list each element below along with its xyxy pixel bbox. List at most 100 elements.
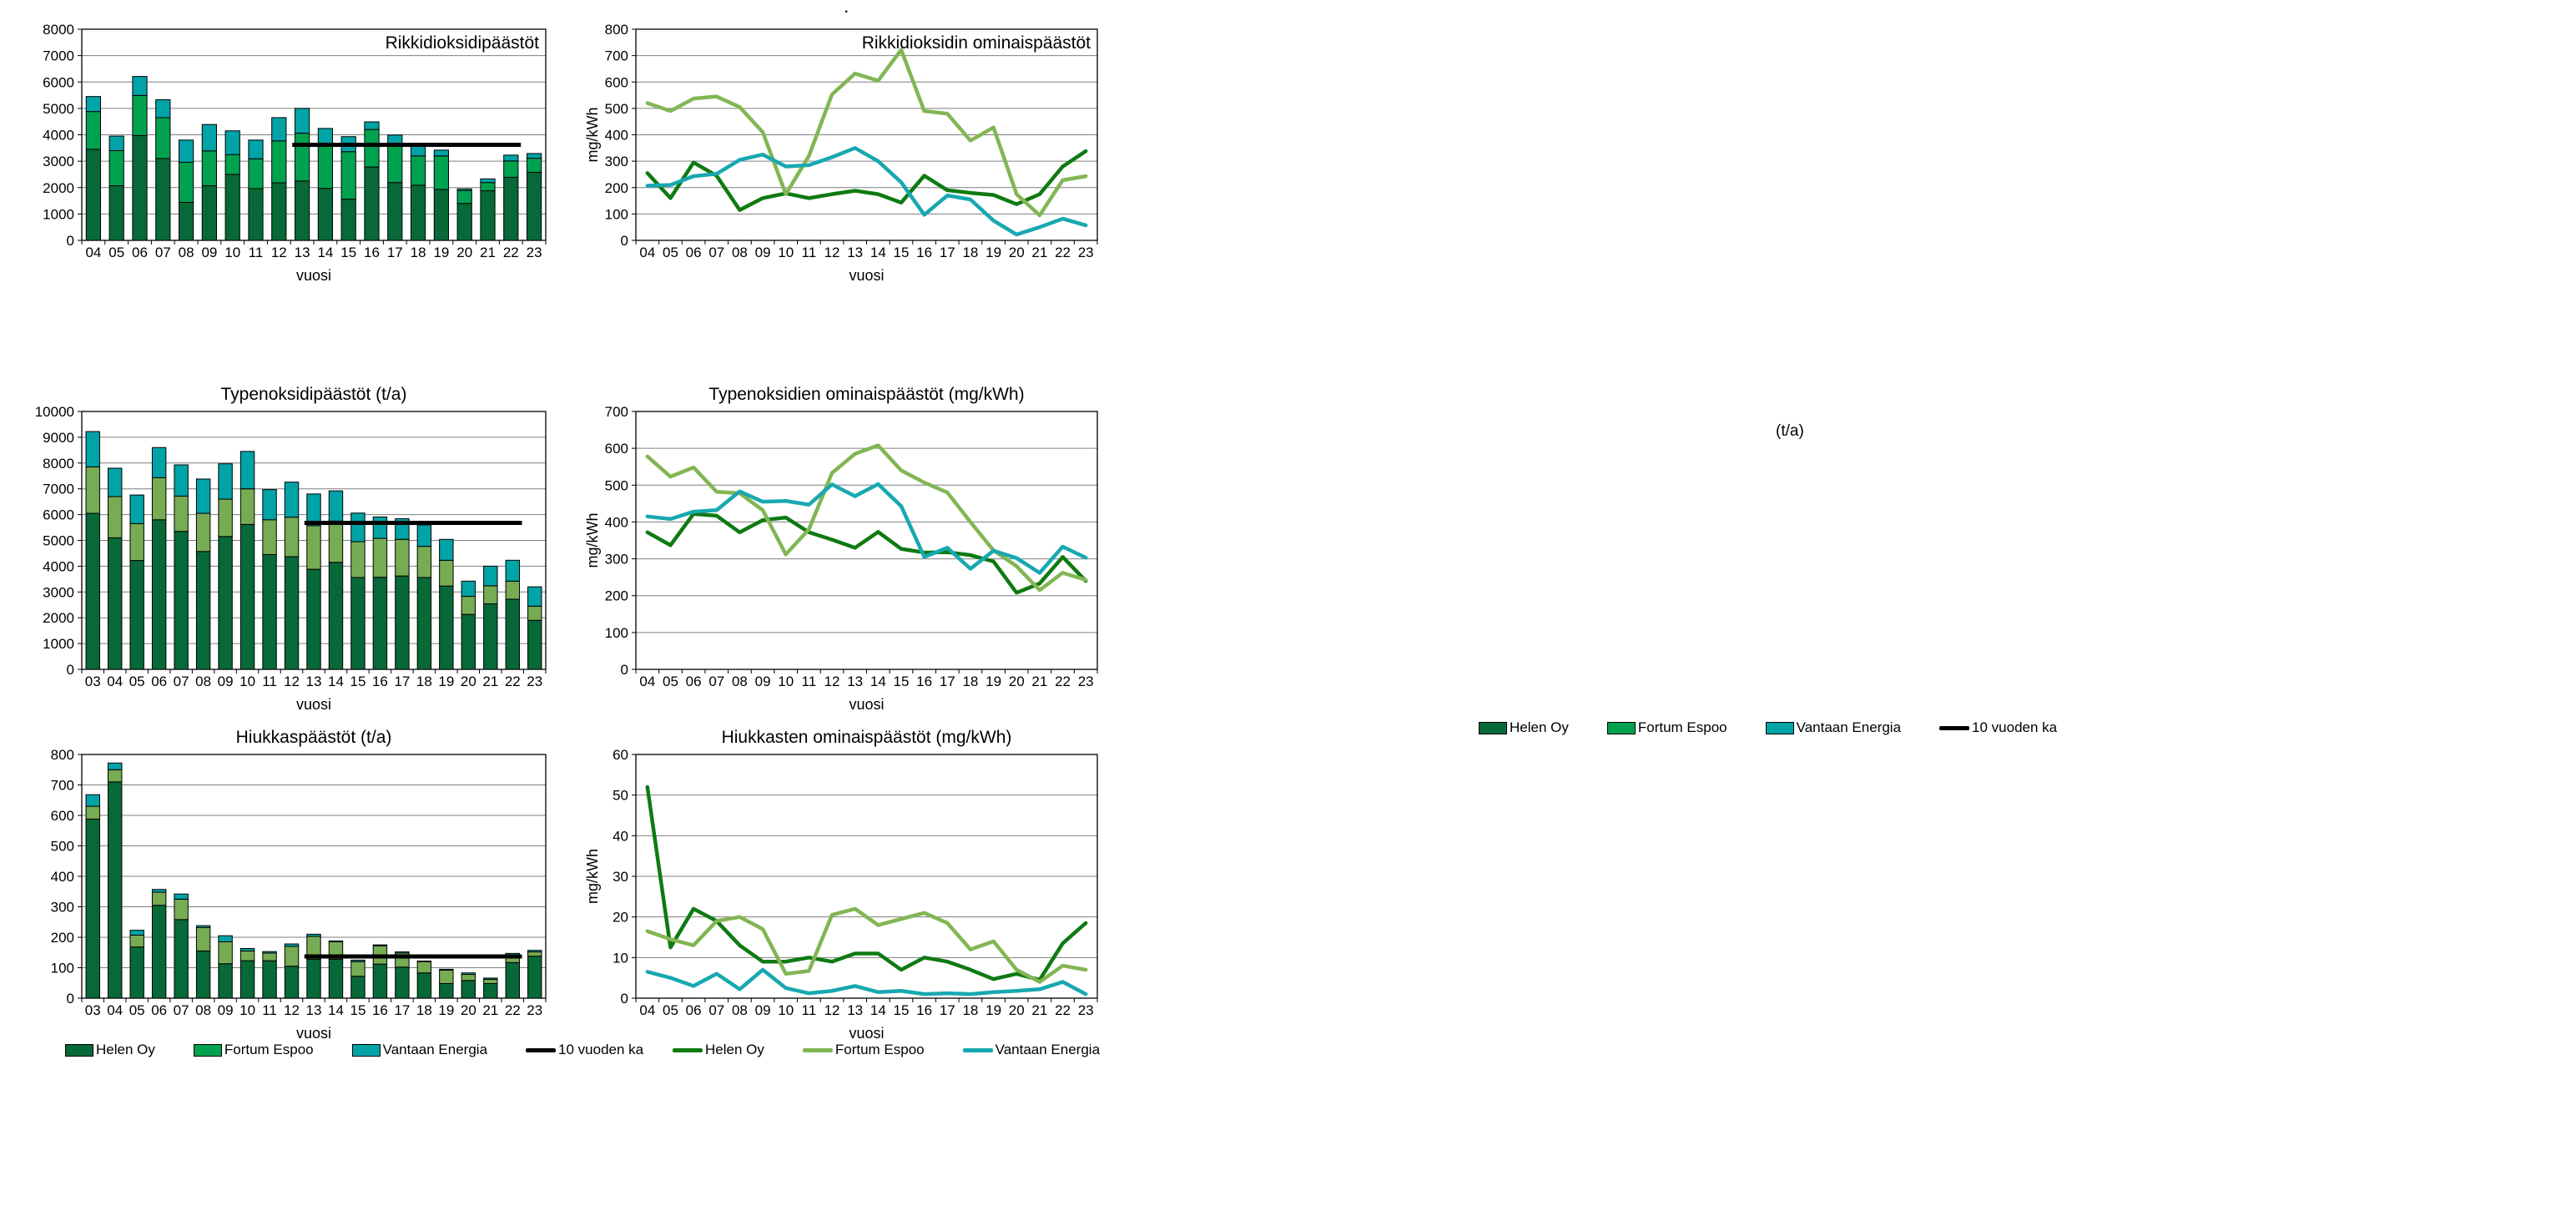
svg-text:21: 21	[1031, 1002, 1047, 1018]
legend-item: Vantaan Energia	[1765, 719, 1902, 736]
svg-text:17: 17	[940, 1002, 955, 1018]
svg-text:5000: 5000	[43, 101, 74, 117]
svg-text:23: 23	[527, 674, 542, 689]
svg-text:200: 200	[605, 180, 628, 196]
svg-text:15: 15	[350, 1002, 365, 1018]
svg-text:22: 22	[1055, 245, 1071, 260]
svg-text:18: 18	[411, 245, 426, 260]
legend-label: 10 vuoden ka	[558, 1042, 644, 1057]
legend-item: 10 vuoden ka	[1939, 719, 2057, 736]
svg-text:300: 300	[51, 900, 74, 916]
svg-text:23: 23	[1078, 1002, 1094, 1018]
svg-text:500: 500	[605, 477, 628, 493]
legend-label: Fortum Espoo	[224, 1042, 314, 1057]
svg-text:60: 60	[612, 747, 628, 763]
svg-text:04: 04	[639, 245, 655, 260]
svg-text:05: 05	[663, 245, 678, 260]
svg-text:14: 14	[870, 245, 886, 260]
svg-text:10: 10	[778, 245, 794, 260]
svg-text:03: 03	[85, 674, 101, 689]
svg-text:09: 09	[755, 1002, 771, 1018]
svg-text:3000: 3000	[43, 154, 74, 169]
svg-text:08: 08	[732, 674, 748, 689]
svg-text:10: 10	[612, 950, 628, 966]
svg-text:0: 0	[67, 662, 74, 678]
svg-text:06: 06	[686, 674, 702, 689]
svg-text:4000: 4000	[43, 558, 74, 574]
svg-text:2000: 2000	[43, 180, 74, 196]
svg-text:23: 23	[527, 245, 542, 260]
svg-text:10: 10	[778, 674, 794, 689]
svg-text:Rikkidioksidin ominaispäästöt: Rikkidioksidin ominaispäästöt	[862, 33, 1091, 53]
svg-text:vuosi: vuosi	[296, 267, 331, 284]
svg-text:22: 22	[503, 245, 519, 260]
svg-text:22: 22	[1055, 674, 1071, 689]
svg-text:13: 13	[295, 245, 310, 260]
svg-text:100: 100	[51, 961, 74, 976]
svg-text:mg/kWh: mg/kWh	[584, 849, 601, 904]
chart-rikkidioksidipaastot: 0 1000 2000 3000 4000 5000 6000 7000 8000 04 05 06 0…	[43, 22, 547, 284]
svg-text:Typenoksidien ominaispäästöt (: Typenoksidien ominaispäästöt (mg/kWh)	[708, 385, 1024, 404]
svg-text:19: 19	[433, 245, 449, 260]
svg-text:16: 16	[372, 674, 388, 689]
svg-text:06: 06	[686, 245, 702, 260]
svg-text:07: 07	[174, 1002, 189, 1018]
svg-text:17: 17	[394, 1002, 410, 1018]
legend-label: Fortum Espoo	[1637, 719, 1727, 735]
svg-text:700: 700	[605, 404, 628, 420]
legend-item: Helen Oy	[65, 1042, 155, 1058]
svg-text:21: 21	[1031, 674, 1047, 689]
svg-text:100: 100	[605, 206, 628, 222]
svg-text:600: 600	[51, 808, 74, 824]
svg-text:800: 800	[51, 747, 74, 763]
svg-text:04: 04	[85, 245, 101, 260]
svg-text:11: 11	[249, 245, 264, 260]
svg-text:6000: 6000	[43, 507, 74, 523]
legend-line-swatch-icon	[526, 1047, 557, 1052]
svg-text:13: 13	[847, 245, 863, 260]
svg-text:05: 05	[108, 245, 124, 260]
svg-text:20: 20	[1009, 674, 1025, 689]
svg-text:07: 07	[174, 674, 189, 689]
svg-text:16: 16	[916, 245, 932, 260]
chart-hiukkaspaastot: 0 100 200 300 400 500 600 700 800 03 04 05 06 07 08 09 1…	[51, 728, 547, 1038]
legend-line-charts-bottom: Helen Oy Fortum Espoo Vantaan Energia	[673, 1042, 1100, 1058]
svg-text:19: 19	[438, 674, 454, 689]
svg-text:15: 15	[350, 674, 365, 689]
svg-text:2000: 2000	[43, 610, 74, 626]
svg-text:07: 07	[155, 245, 171, 260]
legend-label: Vantaan Energia	[1796, 719, 1902, 735]
svg-text:8000: 8000	[43, 456, 74, 472]
legend-box-swatch-icon	[65, 1043, 93, 1057]
svg-text:08: 08	[732, 245, 748, 260]
legend-box-swatch-icon	[193, 1043, 222, 1057]
legend-label: Helen Oy	[1510, 719, 1569, 735]
svg-text:14: 14	[328, 674, 344, 689]
svg-text:500: 500	[51, 839, 74, 855]
svg-text:21: 21	[482, 674, 498, 689]
svg-text:vuosi: vuosi	[849, 267, 884, 284]
svg-text:Hiukkasten ominaispäästöt (mg/: Hiukkasten ominaispäästöt (mg/kWh)	[722, 728, 1012, 747]
svg-text:vuosi: vuosi	[296, 696, 331, 713]
svg-text:18: 18	[416, 674, 432, 689]
svg-text:3000: 3000	[43, 584, 74, 600]
svg-text:12: 12	[271, 245, 287, 260]
legend-bar-charts-right: Helen Oy Fortum Espoo Vantaan Energia 10 vu…	[1479, 719, 2057, 736]
legend-label: 10 vuoden ka	[1972, 719, 2058, 735]
svg-text:6000: 6000	[43, 74, 74, 90]
svg-text:5000: 5000	[43, 533, 74, 549]
legend-box-swatch-icon	[351, 1043, 381, 1057]
chart-hiukkasten-ominaispaastot: 0 10 20 30 40 50 60 04 05 06 07 08 09 10 11 12 13 14 15 16 1…	[584, 728, 1098, 1038]
svg-text:0: 0	[621, 662, 628, 678]
svg-text:19: 19	[986, 245, 1001, 260]
legend-item: Helen Oy	[1479, 719, 1569, 736]
svg-text:700: 700	[51, 778, 74, 794]
svg-text:09: 09	[755, 674, 771, 689]
svg-text:15: 15	[894, 245, 910, 260]
svg-text:30: 30	[612, 869, 628, 885]
svg-text:4000: 4000	[43, 128, 74, 144]
svg-text:13: 13	[847, 1002, 863, 1018]
svg-text:11: 11	[262, 1002, 277, 1018]
legend-item: 10 vuoden ka	[526, 1042, 643, 1058]
